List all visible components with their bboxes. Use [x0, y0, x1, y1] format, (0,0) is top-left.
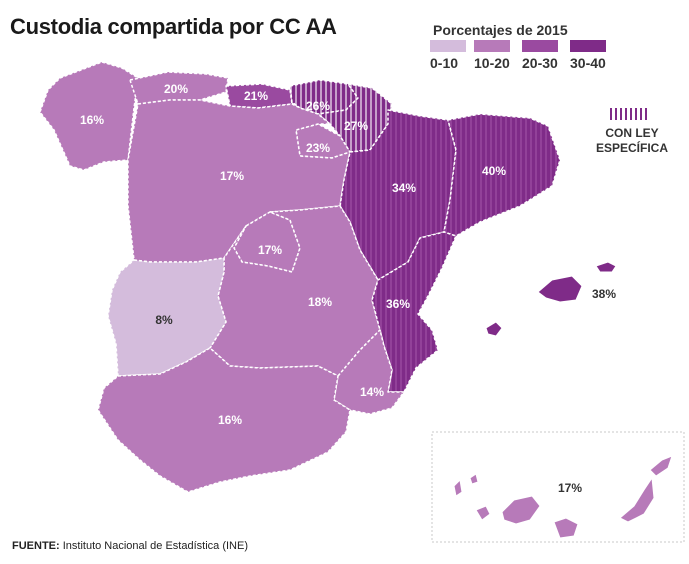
- label-baleares: 38%: [592, 287, 616, 301]
- label-valencia: 36%: [386, 297, 410, 311]
- region-cataluna: [443, 113, 561, 237]
- source-label: FUENTE:: [12, 540, 60, 552]
- legend-item-20-30: 20-30: [522, 40, 562, 71]
- label-navarra: 27%: [344, 119, 368, 133]
- source-footer: FUENTE: Instituto Nacional de Estadístic…: [12, 540, 248, 552]
- label-cantabria: 21%: [244, 89, 268, 103]
- label-la-rioja: 23%: [306, 141, 330, 155]
- legend-item-0-10: 0-10: [430, 40, 470, 71]
- label-murcia: 14%: [360, 385, 384, 399]
- legend-label: 30-40: [570, 55, 606, 71]
- region-pais-vasco: [289, 79, 359, 115]
- label-madrid: 17%: [258, 243, 282, 257]
- legend-swatch-0-10: [430, 40, 466, 52]
- region-murcia: [333, 329, 405, 415]
- legend-label: 10-20: [474, 55, 510, 71]
- source-text: Instituto Nacional de Estadística (INE): [59, 540, 248, 552]
- label-pais-vasco: 26%: [306, 99, 330, 113]
- region-canarias: [453, 455, 673, 539]
- legend-swatch-10-20: [474, 40, 510, 52]
- legend-swatch-30-40: [570, 40, 606, 52]
- label-galicia: 16%: [80, 113, 104, 127]
- region-valencia: [371, 231, 457, 393]
- label-cataluna: 40%: [482, 164, 506, 178]
- ley-label: CON LEY ESPECÍFICA: [582, 126, 682, 156]
- ley-label-line2: ESPECÍFICA: [595, 141, 668, 155]
- label-andalucia: 16%: [218, 413, 242, 427]
- label-castilla-la-mancha: 18%: [308, 295, 332, 309]
- legend-title: Porcentajes de 2015: [433, 22, 568, 38]
- legend: 0-10 10-20 20-30 30-40: [424, 40, 614, 76]
- legend-item-10-20: 10-20: [474, 40, 514, 71]
- map-title: Custodia compartida por CC AA: [10, 14, 337, 39]
- legend-label: 20-30: [522, 55, 558, 71]
- legend-item-30-40: 30-40: [570, 40, 610, 71]
- region-castilla-leon: [127, 99, 351, 263]
- legend-swatch-20-30: [522, 40, 558, 52]
- region-baleares: [485, 261, 617, 337]
- label-canarias: 17%: [558, 481, 582, 495]
- hatch-swatch: [610, 108, 648, 120]
- label-asturias: 20%: [164, 82, 188, 96]
- label-aragon: 34%: [392, 181, 416, 195]
- label-extremadura: 8%: [155, 313, 173, 327]
- region-galicia: [39, 61, 139, 171]
- canarias-inset-frame: [431, 431, 685, 543]
- legend-label: 0-10: [430, 55, 459, 71]
- region-andalucia: [97, 347, 351, 493]
- label-castilla-leon: 17%: [220, 169, 244, 183]
- ley-label-line1: CON LEY: [605, 126, 659, 140]
